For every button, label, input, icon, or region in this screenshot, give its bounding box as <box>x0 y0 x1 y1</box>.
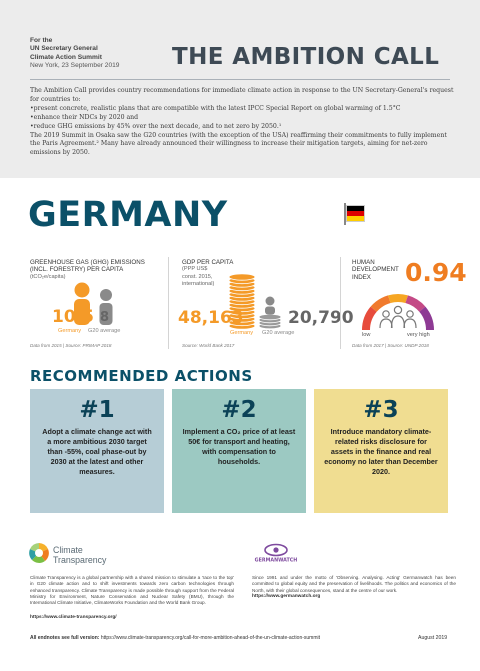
action-card-2: #2 Implement a CO₂ price of at least 50€… <box>172 389 306 513</box>
org-line-1: For the <box>30 37 53 44</box>
hdi-high-label: very high <box>407 332 430 338</box>
event-date: New York, 23 September 2019 <box>30 61 120 69</box>
header-band <box>0 0 480 178</box>
intro-bullet: enhance their NDCs by 2020 and <box>30 114 455 123</box>
hdi-header: HUMAN DEVELOPMENT INDEX <box>352 259 399 281</box>
hdi-gauge-icon <box>361 293 435 330</box>
person-body-g20 <box>99 303 113 325</box>
intro-paragraph-2: The 2019 Summit in Osaka saw the G20 cou… <box>30 131 447 157</box>
column-divider <box>168 257 169 349</box>
flag-stripe-red <box>347 210 364 216</box>
intro-paragraph-1: The Ambition Call provides country recom… <box>30 87 454 103</box>
flag-stripe-gold <box>347 215 364 221</box>
gdp-source: Source: World Bank 2017 <box>182 343 235 348</box>
action-text: Implement a CO₂ price of at least 50€ fo… <box>182 427 296 466</box>
footer-link[interactable]: https://www.climate-transparency.org/cal… <box>100 635 321 641</box>
hdi-source: Data from 2017 | Source: UNDP 2018 <box>352 343 429 348</box>
ct-name-2: Transparency <box>53 555 107 565</box>
hdi-low-label: low <box>362 332 371 338</box>
person-head-germany <box>74 282 90 298</box>
intro-bullet: present concrete, realistic plans that a… <box>30 105 455 114</box>
hdi-title-3: INDEX <box>352 273 371 281</box>
ghg-source: Data from 2015 | Source: PRIMAP 2018 <box>30 343 112 348</box>
ghg-title-1: GREENHOUSE GAS (GHG) EMISSIONS <box>30 259 145 266</box>
gdp-unit-2: const. 2015, <box>182 273 213 280</box>
actions-title: RECOMMENDED ACTIONS <box>30 367 253 385</box>
ghg-unit: (tCO₂e/capita) <box>30 273 66 280</box>
ghg-g20-value: 8 <box>100 310 110 325</box>
germanwatch-logo-text: GERMANWATCH <box>255 558 298 564</box>
germany-flag-icon <box>346 205 365 222</box>
gdp-unit-1: (PPP US$ <box>182 266 208 273</box>
action-number: #3 <box>363 397 399 423</box>
org-line-3: Climate Action Summit <box>30 53 102 61</box>
hdi-title-2: DEVELOPMENT <box>352 266 399 274</box>
column-divider <box>340 257 341 349</box>
climate-transparency-logo-icon <box>29 543 49 563</box>
germanwatch-logo-icon: GERMANWATCH <box>255 543 298 564</box>
gdp-germany-value: 48,163 <box>178 308 244 328</box>
action-text: Introduce mandatory climate-related risk… <box>324 427 438 476</box>
hdi-title-1: HUMAN <box>352 259 375 266</box>
gdp-unit-3: international) <box>182 281 215 288</box>
gdp-g20-value: 20,790 <box>288 308 354 328</box>
org-line-2: UN Secretary General <box>30 45 98 53</box>
hdi-value: 0.94 <box>405 258 467 287</box>
coin-stack-icon <box>228 273 282 329</box>
ghg-g20-label: G20 average <box>88 328 121 334</box>
person-head-g20 <box>100 289 112 301</box>
intro-bullet-list: present concrete, realistic plans that a… <box>30 105 455 132</box>
footer-date: August 2019 <box>418 635 448 641</box>
climate-transparency-description: Climate Transparency is a global partner… <box>30 575 234 606</box>
person-icons-ghg <box>74 282 113 325</box>
intro-text: The Ambition Call provides country recom… <box>30 87 455 158</box>
footer-endnotes: All endnotes see full version: https://w… <box>30 635 320 641</box>
action-number: #1 <box>79 397 115 423</box>
event-info: For the UN Secretary General Climate Act… <box>30 37 119 70</box>
action-card-1: #1 Adopt a climate change act with a mor… <box>30 389 164 513</box>
flag-stripe-black <box>347 206 364 211</box>
climate-transparency-link[interactable]: https://www.climate-transparency.org/ <box>30 615 117 620</box>
ct-name-1: Climate <box>53 545 83 555</box>
flag-pole <box>344 203 346 225</box>
action-number: #2 <box>221 397 257 423</box>
action-text: Adopt a climate change act with a more a… <box>42 427 152 476</box>
ghg-germany-label: Germany <box>58 328 82 334</box>
header-divider <box>30 79 450 80</box>
person-body-germany <box>74 299 90 325</box>
ghg-title-2: (INCL. FORESTRY) PER CAPITA <box>30 266 124 274</box>
germanwatch-description: Since 1991 and under the motto of 'Obser… <box>252 575 456 593</box>
germanwatch-link[interactable]: https://www.germanwatch.org <box>252 594 321 599</box>
page-title: THE AMBITION CALL <box>172 44 440 70</box>
ghg-header: GREENHOUSE GAS (GHG) EMISSIONS (INCL. FO… <box>30 259 145 281</box>
gdp-germany-label: Germany <box>230 330 254 336</box>
footer-label: All endnotes see full version: <box>30 635 100 641</box>
ghg-germany-value: 10.5 <box>52 307 94 327</box>
gdp-g20-label: G20 average <box>262 330 295 336</box>
climate-transparency-name: Climate Transparency <box>53 545 106 565</box>
intro-bullet: reduce GHG emissions by 45% over the nex… <box>30 123 455 132</box>
action-card-3: #3 Introduce mandatory climate-related r… <box>314 389 448 513</box>
gdp-header: GDP PER CAPITA (PPP US$ const. 2015, int… <box>182 259 233 289</box>
gdp-title: GDP PER CAPITA <box>182 259 234 266</box>
country-name: GERMANY <box>28 195 228 235</box>
